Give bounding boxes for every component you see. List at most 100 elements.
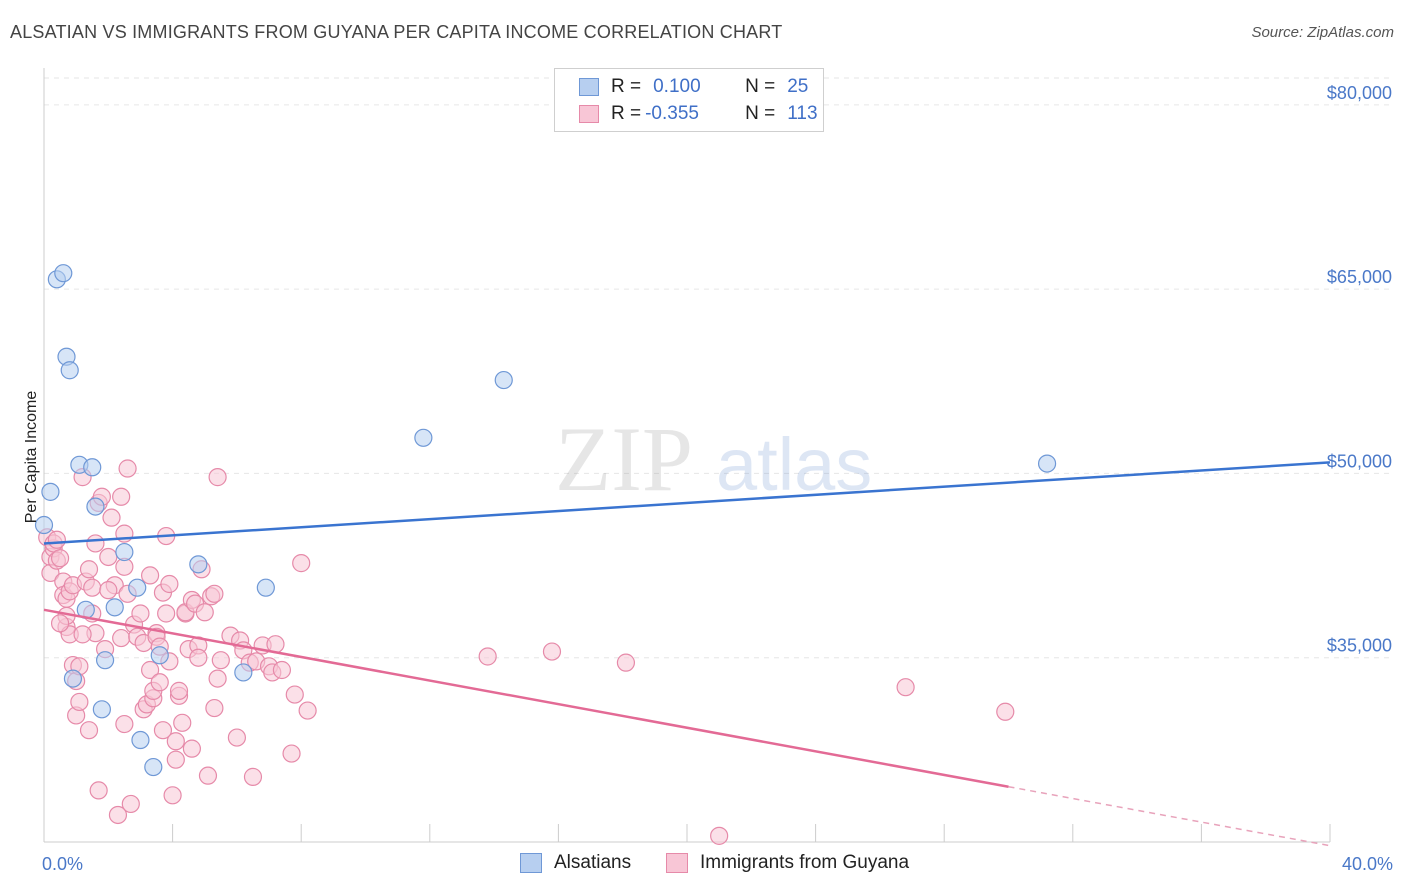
guyana-point xyxy=(243,767,263,786)
guyana-point xyxy=(208,468,227,487)
alsatian-point xyxy=(131,730,150,750)
guyana-point xyxy=(112,487,131,506)
guyana-point xyxy=(153,721,173,740)
alsatian-point xyxy=(41,482,60,501)
legend-swatch-blue xyxy=(579,78,599,96)
guyana-point xyxy=(896,678,915,697)
guyana-point xyxy=(121,794,140,814)
legend-r-value: 0.100 xyxy=(653,76,701,97)
alsatian-point xyxy=(256,578,275,597)
alsatian-point xyxy=(92,700,111,719)
guyana-point xyxy=(70,692,89,712)
y-tick-labels: $35,000 $50,000 $65,000 $80,000 xyxy=(1327,83,1392,656)
alsatian-point xyxy=(95,651,115,670)
guyana-point xyxy=(272,660,292,680)
legend-swatch-pink xyxy=(579,105,599,123)
guyana-point xyxy=(205,584,224,603)
alsatian-point xyxy=(128,578,147,597)
series-legend: Alsatians Immigrants from Guyana xyxy=(0,852,1406,876)
guyana-point xyxy=(542,642,562,661)
alsatian-point xyxy=(234,663,253,682)
guyana-point xyxy=(86,534,105,553)
guyana-point xyxy=(173,713,192,732)
guyana-point xyxy=(150,673,169,692)
data-points xyxy=(34,264,1057,845)
series-name-guyana: Immigrants from Guyana xyxy=(700,852,910,873)
alsatian-point xyxy=(1037,454,1057,473)
alsatian-point xyxy=(105,598,124,617)
guyana-point xyxy=(79,721,99,740)
guyana-point xyxy=(157,604,176,623)
legend-n-value: 25 xyxy=(787,76,809,97)
guyana-point xyxy=(198,766,218,785)
alsatian-point xyxy=(54,264,73,283)
series-name-alsatians: Alsatians xyxy=(554,852,632,873)
alsatian-point xyxy=(60,361,79,380)
guyana-point xyxy=(83,578,102,597)
y-tick-label: $35,000 xyxy=(1327,636,1392,656)
guyana-point xyxy=(118,459,137,478)
alsatian-point xyxy=(115,542,134,562)
guyana-trend-line xyxy=(43,608,1009,788)
guyana-point xyxy=(208,669,227,688)
alsatian-trend-line xyxy=(43,461,1331,545)
guyana-point xyxy=(285,685,304,704)
correlation-legend: R = 0.100 N = 25 R = -0.355 N = 113 xyxy=(554,68,824,132)
legend-r-label: R = xyxy=(611,76,642,97)
guyana-point xyxy=(140,566,160,585)
guyana-point xyxy=(166,750,185,769)
legend-r-value: -0.355 xyxy=(645,103,699,124)
gridlines xyxy=(44,77,1392,659)
legend-row-guyana: R = -0.355 N = 113 xyxy=(579,102,818,126)
series-swatch-guyana xyxy=(666,853,688,873)
guyana-point xyxy=(73,625,92,644)
guyana-point xyxy=(227,728,246,747)
y-tick-label: $50,000 xyxy=(1327,451,1392,471)
guyana-point xyxy=(163,786,182,805)
guyana-point xyxy=(112,628,131,648)
guyana-point xyxy=(166,732,185,751)
guyana-point xyxy=(710,826,729,845)
guyana-point xyxy=(99,547,118,567)
alsatian-point xyxy=(83,458,102,477)
legend-n-label: N = xyxy=(745,103,776,124)
legend-row-alsatians: R = 0.100 N = 25 xyxy=(579,75,808,99)
guyana-point xyxy=(89,781,108,800)
series-legend-alsatians[interactable]: Alsatians xyxy=(520,852,631,874)
guyana-point xyxy=(182,739,201,758)
guyana-point xyxy=(131,604,150,623)
legend-n-label: N = xyxy=(745,76,776,97)
alsatian-point xyxy=(144,757,163,777)
guyana-point xyxy=(102,508,121,527)
guyana-point xyxy=(50,614,70,633)
watermark-zip: ZIP xyxy=(555,408,693,510)
guyana-point xyxy=(996,702,1015,721)
series-swatch-alsatians xyxy=(520,853,542,873)
y-axis-label: Per Capita Income xyxy=(23,391,40,524)
guyana-point xyxy=(47,530,66,549)
legend-r-label: R = xyxy=(611,103,642,124)
guyana-point xyxy=(292,554,311,573)
guyana-point xyxy=(211,651,230,670)
guyana-point xyxy=(115,714,134,734)
alsatian-point xyxy=(63,669,83,688)
trend-lines xyxy=(43,461,1331,847)
guyana-point xyxy=(205,698,224,718)
guyana-trend-extrapolation xyxy=(1008,785,1331,847)
alsatian-point xyxy=(150,646,169,665)
alsatian-point xyxy=(494,370,513,390)
guyana-point xyxy=(79,560,99,579)
series-legend-guyana[interactable]: Immigrants from Guyana xyxy=(666,852,909,874)
x-tick-label-right: 40.0% xyxy=(1342,854,1393,874)
guyana-point xyxy=(160,574,179,594)
axes xyxy=(43,68,1331,843)
guyana-point xyxy=(169,681,189,700)
guyana-point xyxy=(298,701,317,720)
legend-n-value: 113 xyxy=(787,103,818,124)
x-tick-label-left: 0.0% xyxy=(42,854,83,874)
guyana-point xyxy=(478,647,497,666)
source-note: Source: ZipAtlas.com xyxy=(1251,24,1394,41)
guyana-point xyxy=(282,744,301,763)
y-tick-label: $65,000 xyxy=(1327,267,1392,287)
